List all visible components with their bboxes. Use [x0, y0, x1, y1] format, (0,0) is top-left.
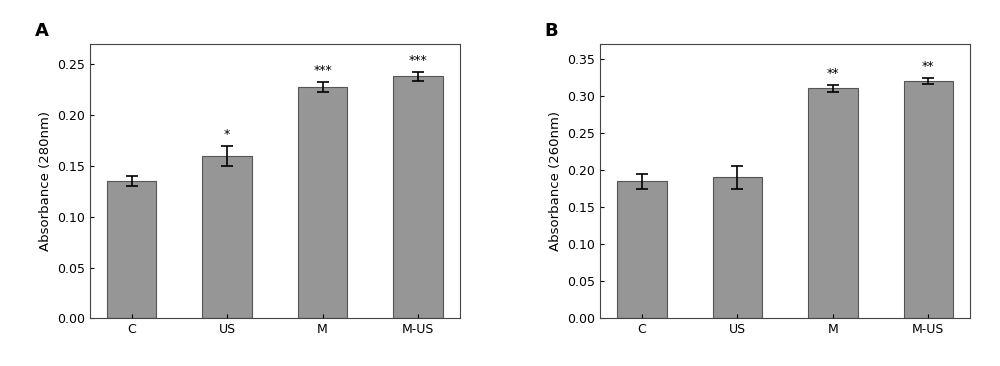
- Bar: [904, 81, 953, 318]
- Y-axis label: Absorbance (280nm): Absorbance (280nm): [39, 111, 52, 251]
- Bar: [713, 178, 762, 318]
- Text: ***: ***: [409, 55, 427, 67]
- Text: A: A: [35, 22, 48, 40]
- Bar: [393, 76, 443, 318]
- Text: **: **: [827, 67, 839, 80]
- Text: ***: ***: [313, 64, 332, 76]
- Bar: [202, 156, 252, 318]
- Text: *: *: [224, 128, 230, 141]
- Text: **: **: [922, 60, 935, 73]
- Bar: [617, 181, 667, 318]
- Y-axis label: Absorbance (260nm): Absorbance (260nm): [549, 111, 562, 251]
- Bar: [298, 87, 347, 318]
- Text: B: B: [545, 22, 558, 40]
- Bar: [808, 89, 858, 318]
- Bar: [107, 181, 156, 318]
